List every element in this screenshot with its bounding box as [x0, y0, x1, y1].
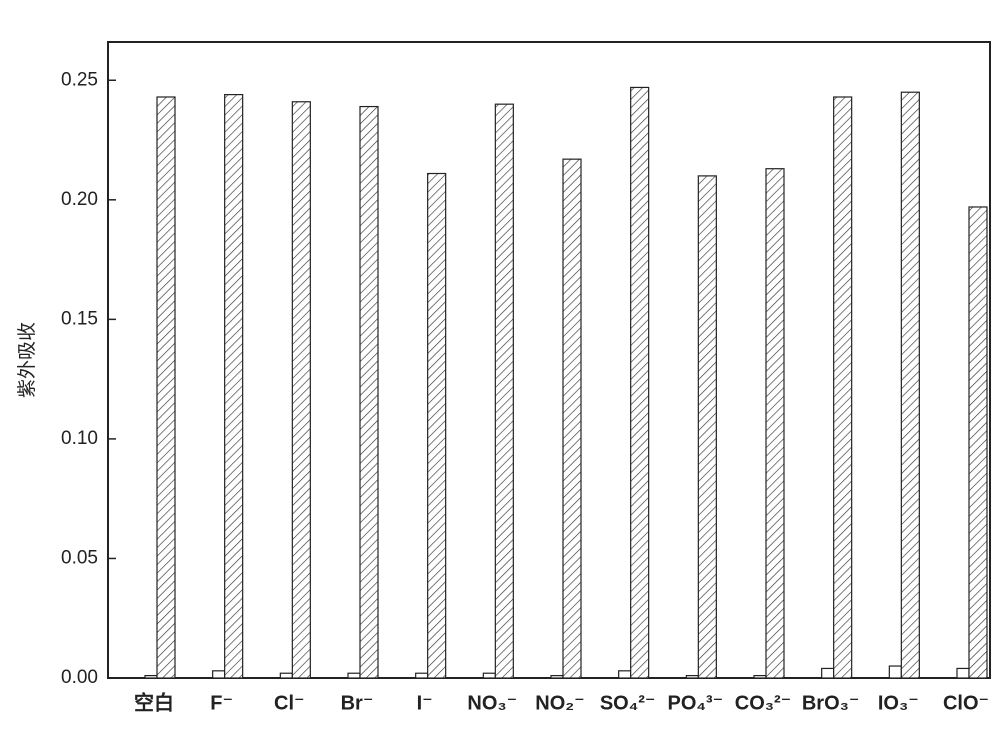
bar: [427, 172, 447, 679]
x-tick-label: CO₃²⁻: [735, 692, 791, 714]
bar: [550, 675, 564, 679]
bar: [968, 206, 988, 679]
x-tick-label: IO₃⁻: [878, 692, 919, 714]
x-tick-label: SO₄²⁻: [600, 692, 656, 714]
bar: [291, 101, 311, 679]
y-tick-label: 0.05: [61, 547, 98, 568]
bar: [753, 675, 767, 679]
x-tick-label: I⁻: [417, 692, 433, 714]
bar: [618, 670, 632, 679]
bar: [415, 672, 429, 679]
bar: [279, 672, 293, 679]
y-tick-label: 0.00: [61, 667, 98, 688]
plot-frame: [107, 41, 991, 679]
bar: [956, 667, 970, 679]
y-tick-label: 0.25: [61, 69, 98, 90]
x-tick-label: 空白: [134, 690, 174, 714]
bar: [144, 675, 158, 679]
bar: [765, 168, 785, 679]
y-tick-label: 0.15: [61, 308, 98, 329]
bar: [494, 103, 514, 679]
y-tick-label: 0.10: [61, 428, 98, 449]
bar: [359, 105, 379, 679]
bar: [888, 665, 902, 679]
x-tick-label: NO₂⁻: [535, 692, 584, 714]
bar: [821, 667, 835, 679]
y-tick-label: 0.20: [61, 189, 98, 210]
bar: [900, 91, 920, 679]
x-tick-label: PO₄³⁻: [668, 692, 724, 714]
bar: [347, 672, 361, 679]
x-tick-label: ClO⁻: [943, 692, 989, 714]
x-tick-label: BrO₃⁻: [802, 692, 860, 714]
bar: [212, 670, 226, 679]
bar: [156, 96, 176, 679]
bar: [685, 675, 699, 679]
bar: [697, 175, 717, 679]
x-tick-label: F⁻: [210, 692, 233, 714]
bar: [833, 96, 853, 679]
y-axis-label: 紫外吸收: [16, 322, 38, 398]
bar: [562, 158, 582, 679]
x-tick-label: Br⁻: [341, 692, 374, 714]
bar: [630, 86, 650, 679]
bar: [482, 672, 496, 679]
x-tick-label: NO₃⁻: [467, 692, 517, 714]
x-tick-label: Cl⁻: [274, 692, 305, 714]
bar: [224, 94, 244, 679]
